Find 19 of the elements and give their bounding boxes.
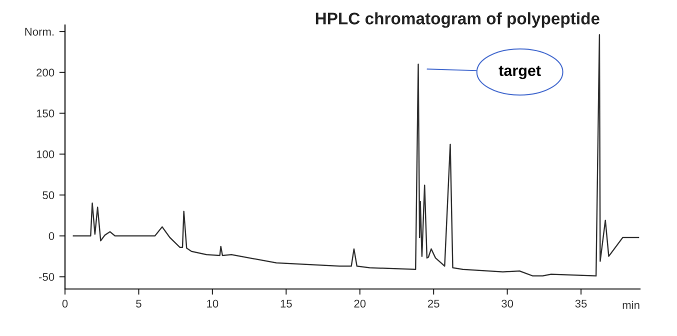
line-series (72, 34, 640, 277)
x-tick-label: 15 (280, 300, 292, 308)
x-tick-label: 10 (207, 300, 218, 308)
y-tick-label: 100 (36, 150, 54, 158)
y-tick-label: -50 (39, 273, 54, 281)
x-tick-label: 5 (136, 300, 142, 308)
chart-title: HPLC chromatogram of polypeptide (316, 12, 600, 28)
x-tick-label: 20 (354, 300, 366, 308)
x-tick-label: 35 (575, 300, 587, 308)
x-tick-label: 0 (62, 300, 68, 308)
y-tick-label: 200 (36, 68, 54, 77)
y-tick-label: 50 (42, 191, 54, 200)
x-tick-label: 30 (502, 300, 514, 308)
x-axis-title: min (622, 300, 640, 309)
y-tick-label: 150 (36, 110, 54, 118)
annotation: target (498, 66, 541, 80)
y-tick-label: 0 (48, 232, 54, 240)
y-tick-label: Norm. (25, 28, 54, 36)
x-tick-label: 25 (428, 300, 440, 308)
